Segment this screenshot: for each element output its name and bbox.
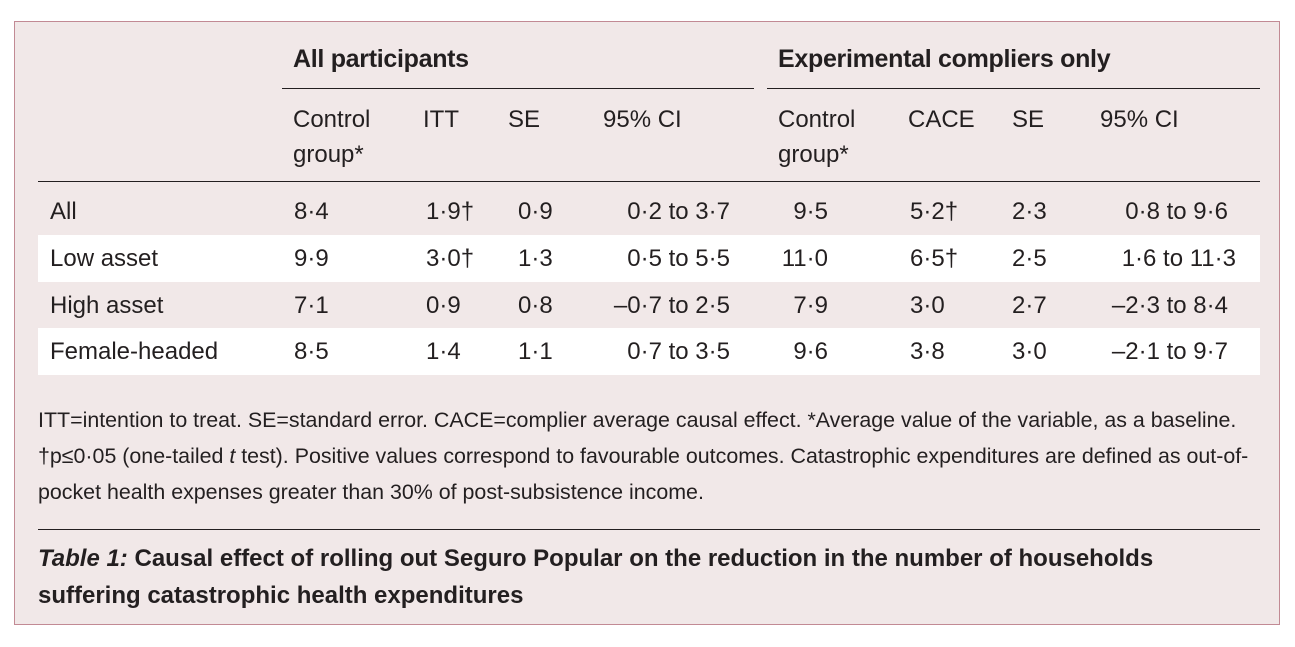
table-row: Low asset 9·9 3·0† 1·3 0·5 to 5·5 11·0 6… xyxy=(38,235,1260,282)
group-rule-compliers xyxy=(767,88,1260,89)
column-header-itt: ITT xyxy=(423,106,459,133)
cell-ci: 0·5 to 5·5 xyxy=(627,245,730,272)
header-rule xyxy=(38,181,1260,182)
column-header-cace: CACE xyxy=(908,106,975,133)
row-label: High asset xyxy=(50,292,164,319)
cell-control-compliers: 9·6 xyxy=(793,338,828,365)
column-header-control-line2: group* xyxy=(293,141,364,168)
cell-control-compliers: 11·0 xyxy=(781,245,828,272)
cell-ci-compliers: –2·1 to 9·7 xyxy=(1111,338,1228,365)
cell-cace: 5·2† xyxy=(910,198,959,225)
column-header-se-compliers: SE xyxy=(1012,106,1045,133)
cell-se-compliers: 2·7 xyxy=(1012,292,1047,319)
cell-itt: 1·4 xyxy=(426,338,461,365)
column-header-control-line1: Control xyxy=(293,106,371,133)
row-label: Female-headed xyxy=(50,338,219,365)
row-label: Low asset xyxy=(50,245,159,272)
table-row: High asset 7·1 0·9 0·8 –0·7 to 2·5 7·9 3… xyxy=(38,282,1260,329)
caption-text: Causal effect of rolling out Seguro Popu… xyxy=(38,545,1154,609)
cell-cace: 6·5† xyxy=(910,245,959,272)
caption-label: Table 1: xyxy=(38,545,128,572)
cell-se-compliers: 2·5 xyxy=(1012,245,1047,272)
table-caption: Table 1: Causal effect of rolling out Se… xyxy=(38,540,1238,614)
cell-se: 1·1 xyxy=(518,338,553,365)
group-header-all-participants: All participants xyxy=(293,45,469,73)
table-row: Female-headed 8·5 1·4 1·1 0·7 to 3·5 9·6… xyxy=(38,328,1260,375)
cell-ci-compliers: –2·3 to 8·4 xyxy=(1111,292,1228,319)
cell-itt: 3·0† xyxy=(426,245,475,272)
table-footnote: ITT=intention to treat. SE=standard erro… xyxy=(38,402,1273,510)
footnote-text-2: test). Positive values correspond to fav… xyxy=(38,444,1249,504)
cell-se: 0·8 xyxy=(518,292,553,319)
footnote-t-italic: t xyxy=(229,444,236,468)
column-header-control-group-compliers: Control group* xyxy=(778,102,855,172)
column-header-control2-line2: group* xyxy=(778,141,849,168)
column-header-se: SE xyxy=(508,106,541,133)
group-header-compliers: Experimental compliers only xyxy=(778,45,1111,73)
cell-se: 0·9 xyxy=(518,198,553,225)
cell-ci: 0·7 to 3·5 xyxy=(627,338,730,365)
cell-control: 9·9 xyxy=(294,245,329,272)
caption-rule xyxy=(38,529,1260,530)
cell-control: 7·1 xyxy=(294,292,329,319)
cell-ci-compliers: 1·6 to 11·3 xyxy=(1121,245,1236,272)
cell-se-compliers: 2·3 xyxy=(1012,198,1047,225)
cell-itt: 0·9 xyxy=(426,292,461,319)
column-header-control2-line1: Control xyxy=(778,106,856,133)
cell-se: 1·3 xyxy=(518,245,553,272)
column-header-95ci: 95% CI xyxy=(603,106,682,133)
cell-control-compliers: 9·5 xyxy=(793,198,828,225)
group-rule-all-participants xyxy=(282,88,754,89)
cell-se-compliers: 3·0 xyxy=(1012,338,1047,365)
table-panel xyxy=(14,21,1280,625)
cell-control-compliers: 7·9 xyxy=(793,292,828,319)
column-header-control-group: Control group* xyxy=(293,102,370,172)
cell-control: 8·5 xyxy=(294,338,329,365)
cell-ci: –0·7 to 2·5 xyxy=(613,292,730,319)
column-header-95ci-compliers: 95% CI xyxy=(1100,106,1179,133)
cell-cace: 3·0 xyxy=(910,292,945,319)
table-row: All 8·4 1·9† 0·9 0·2 to 3·7 9·5 5·2† 2·3… xyxy=(38,188,1260,235)
footnote-text-1: ITT=intention to treat. SE=standard erro… xyxy=(38,408,1237,468)
cell-itt: 1·9† xyxy=(426,198,475,225)
cell-ci-compliers: 0·8 to 9·6 xyxy=(1125,198,1228,225)
cell-cace: 3·8 xyxy=(910,338,945,365)
row-label: All xyxy=(50,198,77,225)
cell-ci: 0·2 to 3·7 xyxy=(627,198,730,225)
cell-control: 8·4 xyxy=(294,198,329,225)
